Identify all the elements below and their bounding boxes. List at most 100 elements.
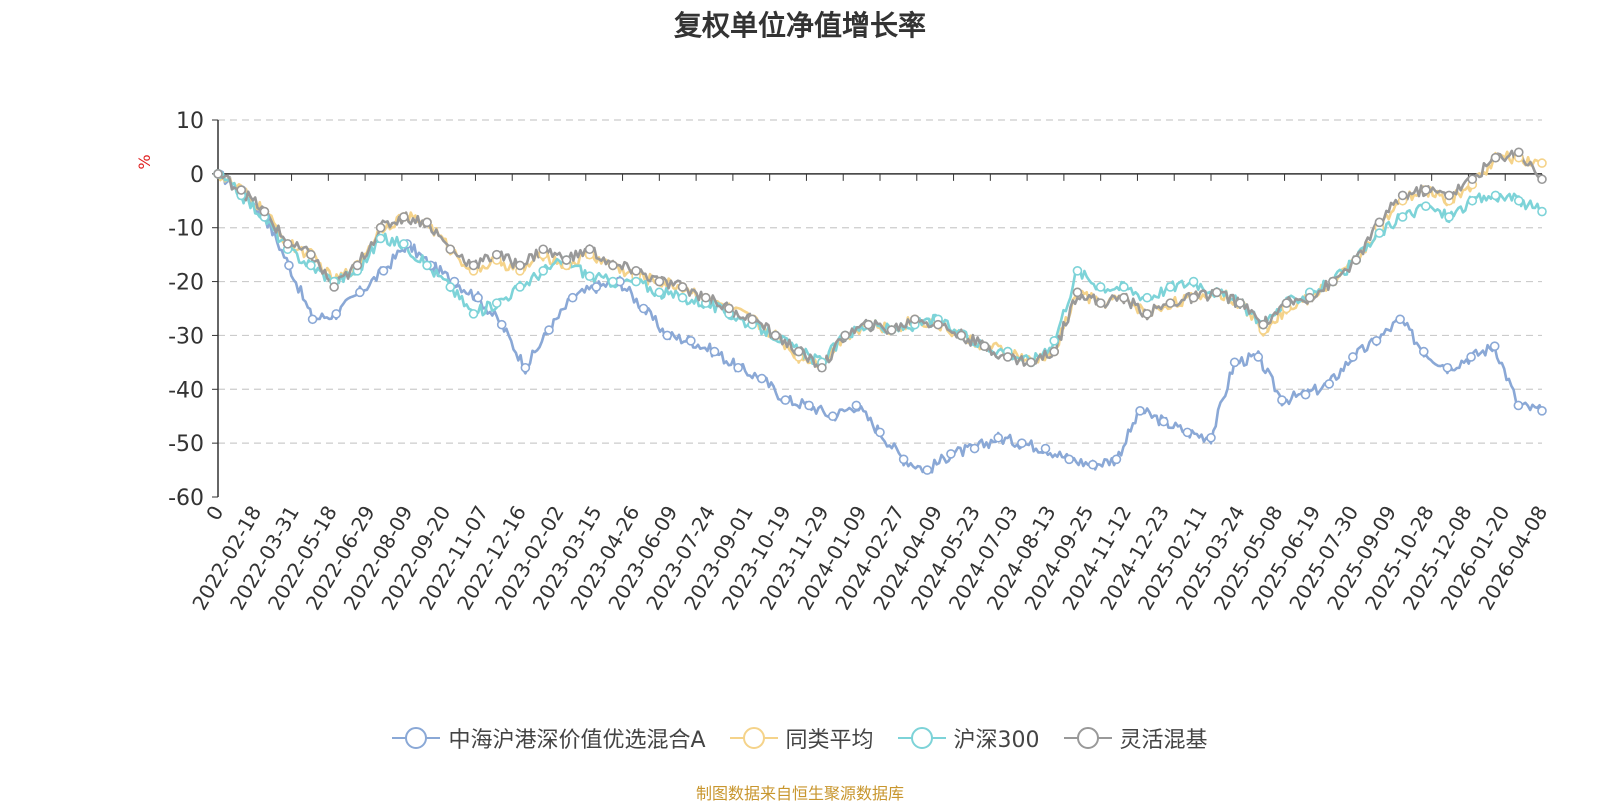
- legend-symbol-icon: [729, 727, 778, 749]
- series-markers: [213, 147, 1547, 475]
- data-point: [1467, 195, 1478, 206]
- data-point: [236, 185, 247, 195]
- data-point: [520, 362, 531, 373]
- data-point: [1442, 362, 1453, 373]
- y-axis-unit-label: %: [135, 154, 154, 169]
- data-point: [1277, 395, 1287, 405]
- data-point: [1466, 352, 1476, 362]
- data-point: [700, 292, 711, 303]
- data-point: [1395, 314, 1405, 325]
- legend-label: 中海沪港深价值优选混合A: [448, 728, 706, 753]
- data-point: [307, 314, 318, 325]
- x-tick-label: 0: [201, 502, 228, 525]
- data-point: [445, 282, 456, 292]
- axes: [212, 119, 1543, 498]
- data-point: [1235, 298, 1245, 308]
- data-point: [851, 400, 862, 411]
- data-point: [1418, 346, 1429, 357]
- data-point: [1142, 292, 1152, 303]
- data-point: [1489, 341, 1500, 352]
- data-point: [875, 427, 885, 438]
- y-tick-label: -10: [168, 217, 204, 242]
- data-point: [468, 309, 479, 319]
- data-point: [1212, 287, 1222, 298]
- chart-title: 复权单位净值增长率: [673, 9, 926, 42]
- y-tick-label: -40: [168, 378, 204, 403]
- data-point: [1351, 255, 1361, 265]
- legend-symbol-icon: [1063, 727, 1112, 749]
- data-point: [491, 298, 502, 308]
- data-point: [1095, 298, 1106, 308]
- data-point: [1324, 379, 1335, 389]
- data-point: [946, 449, 956, 459]
- data-point: [445, 244, 456, 255]
- data-point: [1397, 212, 1408, 222]
- data-point: [422, 217, 432, 228]
- data-point: [638, 303, 649, 314]
- data-point: [1513, 400, 1524, 411]
- grid-lines: [218, 119, 1542, 444]
- data-point: [355, 287, 365, 298]
- data-point: [1490, 190, 1501, 201]
- legend-item[interactable]: 灵活混基: [1063, 722, 1208, 754]
- tick-labels: 100-10-20-30-40-50-60%02022-02-182022-03…: [135, 109, 1552, 614]
- data-point: [538, 244, 548, 255]
- data-point: [1049, 346, 1060, 357]
- data-point: [1537, 206, 1547, 217]
- data-point: [780, 395, 791, 405]
- data-point: [1281, 298, 1292, 308]
- data-point: [677, 282, 688, 292]
- data-point: [284, 260, 294, 271]
- data-point: [591, 282, 602, 292]
- data-point: [1421, 201, 1431, 211]
- data-point: [375, 233, 386, 244]
- data-point: [213, 169, 223, 179]
- data-point: [1444, 212, 1454, 222]
- source-note: 制图数据来自恒生聚源数据库: [695, 784, 904, 803]
- data-point: [329, 282, 339, 292]
- y-tick-label: 0: [190, 163, 204, 188]
- data-point: [468, 260, 479, 271]
- data-point: [1188, 292, 1199, 303]
- legend-item[interactable]: 沪深300: [897, 722, 1040, 754]
- data-point: [756, 373, 767, 384]
- y-tick-label: -20: [168, 271, 204, 296]
- legend-item[interactable]: 同类平均: [729, 722, 874, 754]
- data-point: [1328, 276, 1338, 287]
- data-point: [491, 249, 502, 260]
- data-point: [631, 265, 641, 276]
- data-point: [1119, 282, 1129, 292]
- data-point: [1444, 190, 1454, 201]
- data-point: [1165, 282, 1176, 292]
- data-point: [827, 411, 838, 422]
- data-point: [399, 239, 409, 249]
- data-point: [1490, 152, 1501, 163]
- data-point: [1348, 352, 1358, 362]
- data-point: [1040, 443, 1051, 454]
- data-point: [969, 443, 980, 454]
- data-point: [956, 330, 967, 341]
- data-point: [677, 292, 688, 303]
- data-point: [544, 325, 554, 335]
- data-point: [1119, 292, 1129, 303]
- legend-item[interactable]: 中海沪港深价值优选混合A: [392, 722, 706, 754]
- data-point: [631, 276, 641, 287]
- data-point: [933, 319, 943, 330]
- data-point: [538, 265, 548, 276]
- series-line: [217, 149, 1543, 372]
- data-point: [567, 292, 578, 303]
- data-point: [608, 260, 618, 271]
- data-point: [1165, 298, 1176, 308]
- data-point: [1371, 336, 1382, 346]
- legend: 中海沪港深价值优选混合A 同类平均 沪深300 灵活混基: [0, 722, 1600, 754]
- data-point: [1229, 357, 1240, 368]
- data-point: [804, 400, 814, 411]
- data-point: [1002, 352, 1013, 362]
- data-point: [686, 336, 696, 346]
- data-point: [496, 319, 507, 330]
- data-point: [724, 303, 734, 314]
- data-point: [584, 271, 595, 281]
- data-point: [1072, 265, 1083, 276]
- data-point: [1158, 416, 1169, 427]
